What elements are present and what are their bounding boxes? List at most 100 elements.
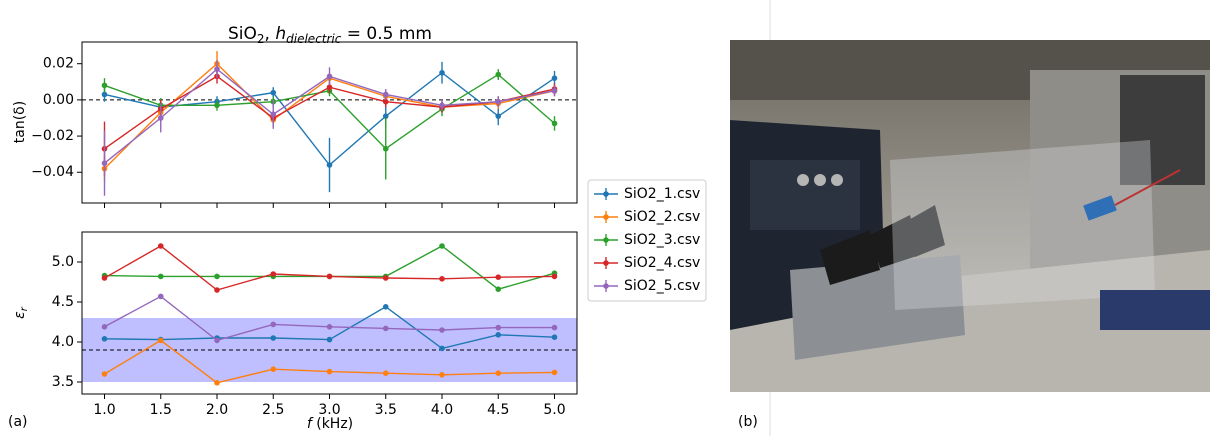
x-tick-label: 3.0 <box>318 402 340 418</box>
label-part: (kHz) <box>312 416 353 432</box>
y-tick-label: 0.02 <box>43 56 74 72</box>
data-point <box>101 371 108 377</box>
data-point <box>326 368 333 375</box>
data-point <box>382 325 389 332</box>
data-point <box>551 273 558 280</box>
title-part: SiO <box>228 24 257 44</box>
data-point <box>495 98 502 105</box>
series-line <box>104 245 555 290</box>
data-point <box>157 337 164 344</box>
title-part: = 0.5 mm <box>341 24 432 44</box>
data-point <box>551 75 558 81</box>
x-tick-label: 1.0 <box>93 402 115 418</box>
x-tick-label: 5.0 <box>543 402 565 418</box>
data-point <box>326 273 333 280</box>
data-point <box>214 380 220 386</box>
panel-label: (b) <box>738 414 758 430</box>
data-point <box>270 89 277 96</box>
data-point <box>382 91 389 98</box>
data-point <box>270 366 277 373</box>
data-point <box>101 91 108 98</box>
label-part: f <box>307 416 314 432</box>
data-point <box>214 337 220 344</box>
data-point <box>551 369 558 376</box>
legend-swatch <box>603 214 609 220</box>
title-part: h <box>275 24 286 44</box>
legend-label: SiO2_1.csv <box>624 186 700 202</box>
y-tick-label: 0.00 <box>43 92 74 108</box>
data-point <box>214 66 220 72</box>
data-point <box>214 287 220 293</box>
data-point <box>495 370 502 377</box>
panel-label: (a) <box>8 414 28 430</box>
y-axis-label: εr <box>12 306 30 319</box>
legend-swatch <box>603 237 609 243</box>
legend-box <box>587 179 707 302</box>
series-line <box>104 245 555 291</box>
data-point <box>382 145 389 152</box>
legend-swatch <box>603 191 609 197</box>
data-point <box>439 102 445 109</box>
legend-swatch <box>603 260 609 266</box>
data-point <box>382 98 389 105</box>
x-axis-label: f (kHz) <box>307 416 353 432</box>
data-point <box>495 324 502 331</box>
data-point <box>439 345 445 352</box>
x-tick-label: 3.5 <box>375 402 397 418</box>
data-point <box>439 69 445 76</box>
data-point <box>439 243 445 249</box>
data-point <box>495 113 502 119</box>
data-point <box>214 102 220 109</box>
label-part: ε <box>12 311 28 319</box>
data-point <box>270 271 277 277</box>
x-tick-label: 2.5 <box>262 402 284 418</box>
data-point <box>101 275 108 281</box>
data-point <box>495 71 502 78</box>
data-point <box>551 324 558 331</box>
x-tick-label: 4.5 <box>487 402 509 418</box>
data-point <box>326 336 333 343</box>
data-point <box>270 111 277 118</box>
data-point <box>326 84 333 91</box>
data-point <box>326 73 333 80</box>
data-point <box>495 286 502 293</box>
data-point <box>214 273 220 280</box>
data-point <box>382 275 389 281</box>
y-tick-label: −0.02 <box>31 128 74 144</box>
y-tick-label: −0.04 <box>31 164 74 180</box>
data-point <box>157 115 164 121</box>
data-point <box>326 324 333 330</box>
data-point <box>382 304 389 310</box>
title-part: 2 <box>257 32 265 46</box>
data-point <box>270 321 277 328</box>
data-point <box>157 243 164 249</box>
data-point <box>551 334 558 341</box>
title-part: , <box>265 24 276 44</box>
data-point <box>101 324 108 330</box>
data-point <box>101 82 108 89</box>
y-tick-label: 3.5 <box>52 374 74 390</box>
data-point <box>495 332 502 338</box>
x-tick-label: 2.0 <box>206 402 228 418</box>
data-point <box>551 88 558 94</box>
data-point <box>157 273 164 280</box>
title-part: dielectric <box>286 32 342 46</box>
legend-label: SiO2_2.csv <box>624 209 700 225</box>
data-point <box>439 276 445 282</box>
data-point <box>495 274 502 281</box>
data-point <box>551 120 558 127</box>
x-tick-label: 4.0 <box>431 402 453 418</box>
data-point <box>101 160 108 167</box>
data-point <box>270 335 277 341</box>
data-point <box>439 372 445 378</box>
data-point <box>382 113 389 119</box>
y-tick-label: 4.0 <box>52 334 74 350</box>
data-point <box>326 162 333 168</box>
y-tick-label: 5.0 <box>52 254 74 270</box>
legend-label: SiO2_5.csv <box>624 278 700 294</box>
legend-label: SiO2_4.csv <box>624 255 700 271</box>
data-point <box>101 336 108 342</box>
photo <box>730 40 1210 392</box>
x-tick-label: 1.5 <box>150 402 172 418</box>
